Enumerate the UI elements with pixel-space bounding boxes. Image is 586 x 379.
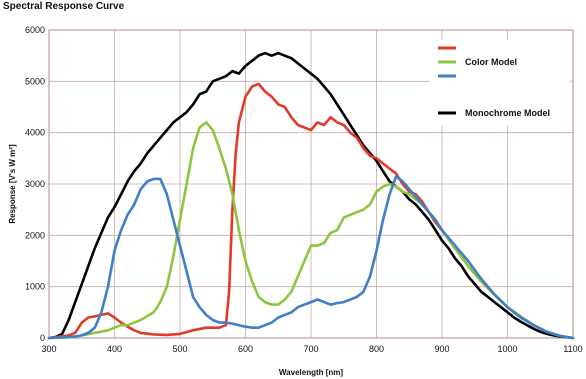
x-axis-label: Wavelength [nm] [279, 368, 343, 377]
x-tick-label: 800 [369, 344, 384, 354]
plot-area-border [48, 29, 574, 339]
y-tick-label: 4000 [25, 128, 45, 138]
y-tick-label: 0 [40, 333, 45, 343]
y-tick-label: 3000 [25, 179, 45, 189]
y-tick-label: 5000 [25, 76, 45, 86]
x-tick-label: 900 [434, 344, 449, 354]
series-line-3 [47, 175, 575, 340]
y-tick-label: 6000 [25, 25, 45, 35]
y-tick-label: 1000 [25, 282, 45, 292]
series-line-0 [47, 51, 575, 340]
x-tick-label: 300 [41, 344, 56, 354]
legend-label-3: Monochrome Model [465, 108, 550, 118]
y-axis-label: Response [V's W m²] [8, 144, 17, 224]
x-tick-label: 1000 [497, 344, 517, 354]
x-tick-label: 700 [303, 344, 318, 354]
x-tick-label: 1100 [563, 344, 582, 354]
legend-label-1: Color Model [465, 57, 517, 67]
x-tick-label: 400 [107, 344, 122, 354]
chart-title: Spectral Response Curve [3, 1, 125, 12]
x-tick-label: 600 [238, 344, 253, 354]
x-tick-label: 500 [172, 344, 187, 354]
y-tick-label: 2000 [25, 230, 45, 240]
